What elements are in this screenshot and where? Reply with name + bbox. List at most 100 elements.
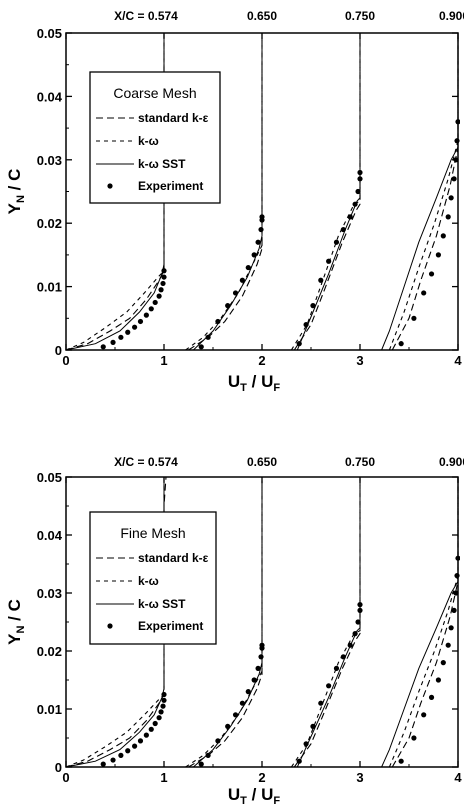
experiment-point [448, 625, 454, 631]
x-axis-label-part: U [228, 372, 240, 391]
experiment-point [453, 590, 459, 596]
experiment-point [255, 239, 261, 245]
legend-box [89, 511, 217, 645]
experiment-point [161, 691, 167, 698]
experiment-point [100, 761, 106, 767]
legend-entry: k-ω SST [138, 157, 186, 171]
profile-line-station-3 [290, 33, 361, 351]
series-markers [100, 119, 460, 350]
experiment-point [357, 169, 363, 176]
experiment-point [100, 344, 106, 350]
experiment-point [148, 306, 154, 312]
y-axis-label: YN / C [5, 169, 27, 215]
legend-title: Fine Mesh [120, 525, 185, 541]
experiment-point [355, 619, 361, 625]
experiment-point [205, 752, 211, 759]
profile-line-station-4 [381, 477, 459, 768]
series-dashed-short [66, 33, 459, 351]
experiment-point [158, 287, 164, 293]
profile-line-station-3 [293, 33, 361, 351]
y-axis-label-subscript: N [15, 195, 27, 203]
experiment-point [137, 738, 144, 744]
experiment-point [161, 268, 167, 274]
experiment-point [428, 271, 435, 277]
experiment-point [440, 233, 446, 239]
profile-line-station-2 [193, 477, 263, 768]
y-tick-label: 0 [55, 343, 62, 358]
experiment-point [198, 344, 204, 350]
experiment-point [251, 677, 257, 683]
experiment-point [340, 226, 346, 233]
profile-line-station-2 [185, 33, 263, 351]
experiment-point [428, 694, 435, 701]
legend-marker [107, 183, 113, 189]
experiment-point [245, 264, 251, 271]
experiment-point [303, 741, 309, 747]
panel-fine-mesh: 0 0.01 0.02 0.03 0.04 0.05 0 1 2 3 4 X/C = 0.574 0.6… [5, 455, 464, 804]
y-axis-label-subscript: N [15, 626, 27, 634]
legend-entry: Experiment [138, 619, 203, 633]
experiment-point [148, 726, 154, 732]
x-tick-label: 4 [454, 770, 462, 785]
experiment-point [352, 201, 358, 207]
y-tick-label: 0.03 [37, 586, 62, 601]
experiment-point [398, 341, 404, 347]
experiment-point [296, 341, 302, 347]
experiment-point [357, 607, 363, 614]
y-axis-label-part: / C [5, 169, 24, 195]
legend-entry: standard k-ε [138, 551, 209, 565]
legend: Fine Mesh standard k-ε k-ω k-ω SST Experimen… [89, 511, 217, 645]
y-tick-label: 0.02 [37, 216, 62, 231]
profile-line-station-4 [391, 33, 459, 351]
experiment-point [245, 689, 251, 695]
legend-title: Coarse Mesh [113, 85, 196, 101]
experiment-point [454, 573, 460, 579]
experiment-point [451, 607, 457, 614]
experiment-point [455, 119, 460, 125]
x-axis-label-part: / [247, 372, 261, 391]
legend-entry: k-ω [138, 574, 159, 588]
profile-line-station-4 [391, 477, 459, 768]
profile-line-station-4 [388, 477, 459, 768]
experiment-point [310, 303, 316, 309]
y-tick-label: 0 [55, 760, 62, 775]
experiment-point [355, 188, 361, 195]
experiment-point [132, 743, 138, 749]
legend-box [89, 71, 221, 204]
x-tick-label: 1 [160, 770, 167, 785]
experiment-point [110, 339, 116, 345]
experiment-point [310, 723, 316, 730]
y-tick-label: 0.05 [37, 26, 62, 41]
y-axis-label-part: / C [5, 599, 24, 625]
legend: Coarse Mesh standard k-ε k-ω k-ω SST Experim… [89, 71, 221, 204]
legend-entry: k-ω SST [138, 597, 186, 611]
experiment-point [239, 700, 245, 706]
experiment-point [198, 761, 204, 767]
profile-line-station-4 [381, 33, 459, 351]
legend-marker [107, 623, 113, 629]
experiment-point [451, 176, 457, 182]
x-tick-label: 1 [160, 353, 167, 368]
experiment-point [160, 703, 166, 709]
experiment-point [152, 720, 158, 727]
x-axis-label-part: / [247, 785, 261, 804]
profile-line-station-3 [296, 33, 361, 351]
profile-line-station-3 [296, 477, 361, 768]
experiment-point [435, 677, 441, 683]
experiment-point [143, 732, 149, 738]
y-axis-label-part: Y [5, 633, 24, 645]
experiment-point [445, 642, 451, 648]
station-label: 0.750 [345, 9, 375, 23]
series-markers [100, 555, 460, 767]
experiment-point [340, 654, 346, 660]
experiment-point [411, 735, 417, 741]
x-axis-label-subscript: F [273, 382, 280, 394]
x-tick-label: 2 [258, 353, 265, 368]
x-axis-label-part: U [228, 785, 240, 804]
plot-area [66, 33, 460, 351]
x-tick-label: 0 [62, 353, 69, 368]
y-tick-label: 0.04 [37, 528, 63, 543]
experiment-point [258, 654, 264, 660]
experiment-point [455, 555, 460, 561]
